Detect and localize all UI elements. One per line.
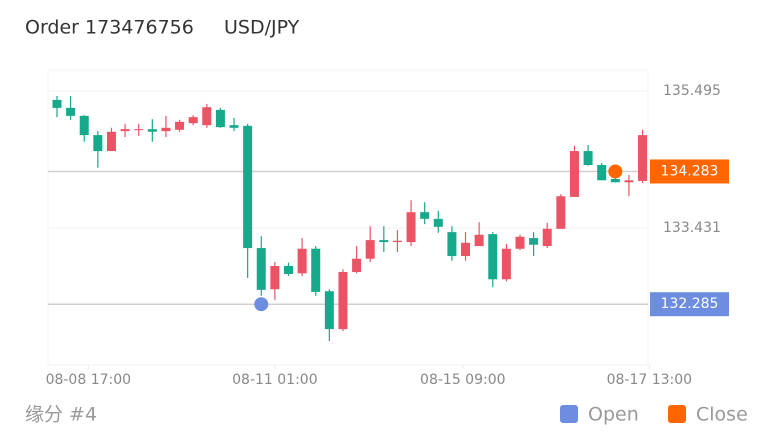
x-tick-label: 08-11 01:00 <box>232 372 317 388</box>
candle-body <box>461 242 471 257</box>
candle-body <box>638 135 648 181</box>
y-tick-label: 135.495 <box>663 83 721 99</box>
candle-body <box>161 127 171 132</box>
candle-body <box>338 271 348 330</box>
candle-body <box>147 129 157 132</box>
legend-swatch <box>668 405 686 423</box>
candle-body <box>529 238 539 245</box>
order-marker <box>254 297 269 312</box>
candle-body <box>66 107 76 116</box>
candle-body <box>175 121 185 130</box>
candle-body <box>610 178 620 183</box>
candle-body <box>106 131 116 152</box>
candle-body <box>542 228 552 247</box>
candle-body <box>270 266 280 290</box>
candle-body <box>488 234 498 280</box>
candle-body <box>474 234 484 247</box>
legend-swatch <box>560 405 578 423</box>
candle-body <box>515 236 525 249</box>
candle-body <box>93 135 103 152</box>
symbol: USD/JPY <box>224 17 300 39</box>
candle-body <box>120 129 130 132</box>
candle-body <box>365 240 375 259</box>
candle-body <box>406 212 416 243</box>
price-label: 132.285 <box>661 296 719 312</box>
legend-label: Open <box>588 404 639 426</box>
candle-body <box>297 248 307 274</box>
candle-body <box>447 232 457 257</box>
price-box <box>650 292 729 317</box>
candle-body <box>243 125 253 249</box>
candle-body <box>352 258 362 272</box>
candle-body <box>379 240 389 243</box>
legend-label: Close <box>696 404 748 426</box>
candle-body <box>52 99 62 108</box>
x-tick-label: 08-17 13:00 <box>607 372 692 388</box>
candle-body <box>229 125 239 128</box>
candle-body <box>256 248 266 290</box>
candle-body <box>624 180 634 183</box>
candle-body <box>501 248 511 280</box>
candle-body <box>188 117 198 124</box>
candle-body <box>597 165 607 181</box>
candle-body <box>311 248 321 292</box>
candle-body <box>324 291 334 330</box>
order-title: Order 173476756 <box>25 17 194 39</box>
x-tick-label: 08-08 17:00 <box>46 372 131 388</box>
candle-body <box>392 240 402 243</box>
candle-body <box>202 107 212 126</box>
plot-frame <box>47 69 649 366</box>
candle-body <box>583 151 593 166</box>
x-tick-label: 08-15 09:00 <box>420 372 505 388</box>
candle-body <box>215 109 225 128</box>
price-label: 134.283 <box>661 163 719 179</box>
y-tick-label: 133.431 <box>663 220 721 236</box>
candle-body <box>134 129 144 131</box>
order-marker <box>608 164 623 179</box>
candle-body <box>420 212 430 219</box>
candle-body <box>433 218 443 227</box>
candle-body <box>79 115 89 136</box>
footer: 缘分 #4 <box>25 404 97 426</box>
price-box <box>650 159 729 184</box>
candle-body <box>569 151 579 197</box>
candle-body <box>283 266 293 274</box>
candle-body <box>556 196 566 229</box>
